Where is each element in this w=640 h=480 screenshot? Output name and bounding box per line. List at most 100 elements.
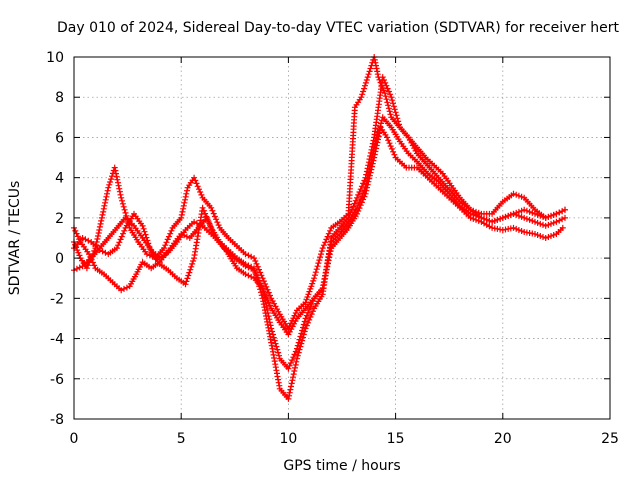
data-point: [214, 219, 221, 226]
data-point: [356, 199, 363, 206]
data-point: [392, 109, 399, 116]
data-point: [215, 222, 222, 229]
data-point: [381, 90, 388, 97]
y-tick-label: 8: [55, 90, 64, 106]
data-point: [309, 308, 316, 315]
data-point: [393, 112, 400, 119]
data-point: [305, 291, 312, 298]
data-point: [286, 362, 293, 369]
data-point: [256, 266, 262, 273]
data-point: [108, 176, 115, 183]
data-point: [197, 189, 204, 195]
data-point: [73, 230, 80, 237]
data-point: [91, 247, 98, 254]
data-point: [164, 236, 171, 243]
data-point: [265, 299, 272, 306]
tick-layer: 0 5 10 15 20 25 -8 -6 -4 -2 0 2 4 6 8 10: [46, 50, 619, 447]
data-point: [74, 233, 81, 240]
data-point: [124, 215, 131, 222]
data-point: [361, 177, 368, 184]
data-point: [257, 269, 264, 276]
data-point: [263, 283, 270, 290]
data-point: [306, 306, 313, 313]
series-track-d: [71, 54, 568, 332]
data-point: [299, 337, 306, 344]
x-axis-label: GPS time / hours: [283, 458, 400, 474]
data-point: [190, 258, 197, 264]
data-point: [253, 260, 260, 267]
data-point: [515, 192, 522, 199]
data-point: [295, 349, 302, 356]
data-point: [114, 176, 121, 183]
data-point: [181, 199, 188, 206]
data-point: [308, 301, 315, 308]
data-point: [542, 235, 549, 241]
data-point: [385, 105, 392, 112]
data-point: [194, 183, 201, 190]
data-point: [562, 214, 568, 221]
data-point: [357, 196, 364, 203]
data-point: [513, 225, 520, 232]
data-point: [211, 213, 218, 220]
data-point: [494, 216, 501, 223]
data-point: [87, 256, 94, 263]
data-point: [306, 288, 313, 295]
data-point: [366, 156, 373, 163]
data-point: [79, 235, 86, 241]
data-point: [207, 222, 213, 229]
data-point: [111, 164, 118, 171]
data-point: [523, 207, 530, 214]
data-point: [292, 348, 299, 355]
data-point: [350, 203, 357, 210]
data-point: [167, 230, 174, 237]
data-point: [388, 145, 395, 152]
data-point: [302, 315, 309, 322]
x-tick-label: 5: [177, 431, 186, 447]
data-point: [305, 309, 311, 316]
data-point: [189, 260, 196, 267]
data-point: [245, 252, 252, 259]
data-point: [540, 213, 546, 220]
data-point: [242, 251, 249, 258]
data-point: [562, 206, 568, 213]
data-point: [121, 227, 128, 234]
data-point: [388, 94, 395, 101]
data-point: [286, 389, 293, 396]
data-point: [106, 181, 113, 188]
x-tick-label: 10: [279, 431, 297, 447]
data-point: [125, 221, 132, 228]
y-tick-label: -4: [50, 332, 64, 348]
data-point: [309, 298, 316, 305]
data-point: [356, 189, 363, 195]
x-tick-label: 0: [70, 431, 79, 447]
data-point: [553, 210, 560, 217]
data-point: [518, 228, 525, 234]
y-tick-label: 2: [55, 211, 64, 227]
data-point: [307, 304, 314, 310]
data-point: [502, 213, 509, 220]
data-point: [317, 254, 324, 261]
data-point: [116, 239, 123, 246]
data-point: [351, 200, 358, 207]
data-point: [92, 245, 99, 252]
data-point: [320, 242, 327, 249]
data-point: [391, 151, 398, 158]
data-point: [258, 289, 264, 296]
data-point: [203, 213, 210, 220]
data-point: [143, 251, 150, 258]
data-point: [298, 340, 305, 347]
data-point: [542, 214, 549, 221]
data-point: [182, 281, 189, 288]
data-point: [193, 220, 200, 227]
data-point: [325, 230, 332, 237]
data-point: [251, 255, 258, 262]
data-point: [113, 245, 120, 252]
data-point: [358, 183, 365, 190]
data-point: [183, 233, 190, 240]
data-point: [101, 202, 108, 209]
data-point: [366, 68, 373, 75]
data-point: [358, 193, 365, 200]
data-point: [369, 140, 376, 147]
data-point: [486, 217, 493, 224]
data-point: [521, 206, 528, 213]
